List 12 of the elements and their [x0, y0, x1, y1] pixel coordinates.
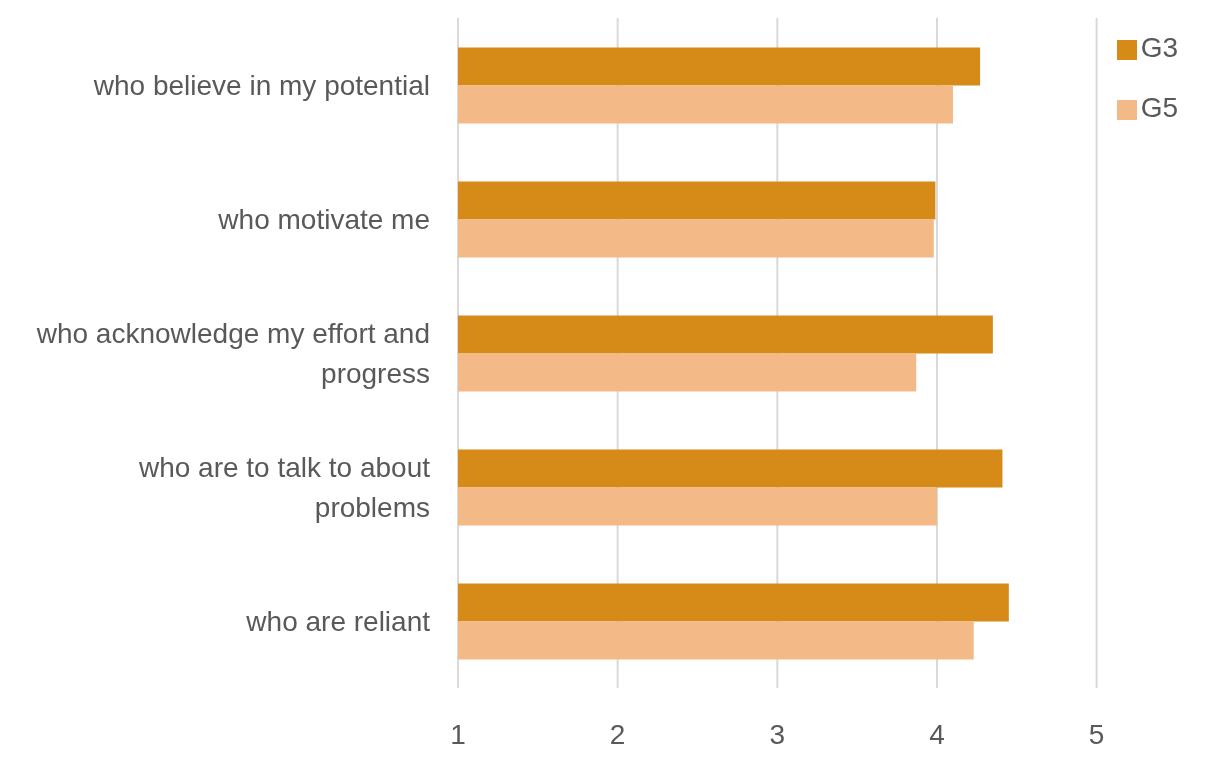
y-tick-label: who are to talk to about problems [137, 451, 431, 523]
y-tick-label: who believe in my potential [92, 69, 430, 101]
x-tick-label: 3 [769, 718, 786, 750]
legend-label: G3 [1140, 32, 1178, 63]
y-tick-label: who motivate me [217, 203, 430, 235]
y-tick-label: who are reliant [245, 605, 431, 637]
x-tick-label: 2 [609, 718, 626, 750]
x-tick-label: 1 [450, 718, 466, 750]
x-tick-label: 4 [929, 718, 945, 750]
legend-label: G5 [1140, 92, 1178, 123]
x-tick-label: 5 [1088, 718, 1105, 750]
y-tick-label: who acknowledge my effort and progress [35, 317, 430, 389]
